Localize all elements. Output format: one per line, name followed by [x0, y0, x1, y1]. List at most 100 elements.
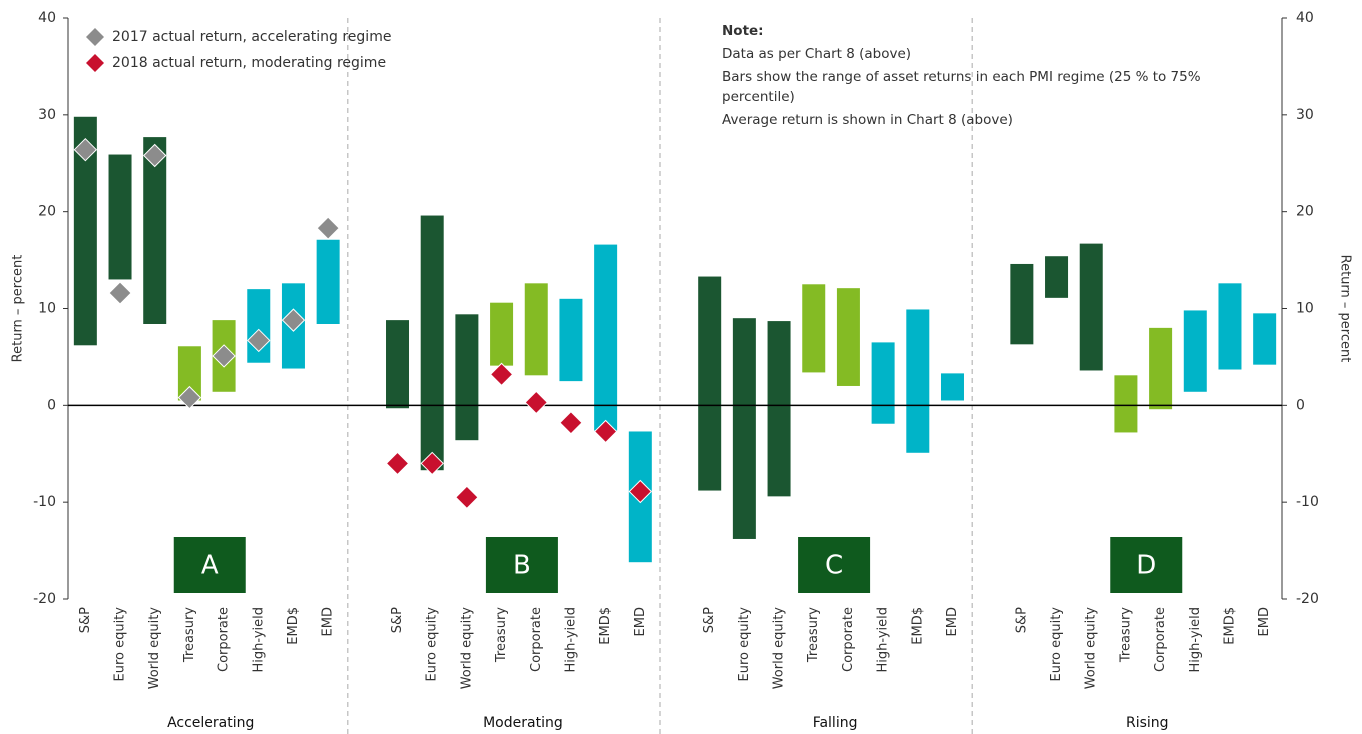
group-label-box: [173, 537, 246, 593]
x-tick-label: World equity: [772, 607, 787, 690]
note-title: Note:: [722, 23, 764, 39]
marker: [489, 362, 514, 387]
marker: [593, 419, 618, 444]
range-bar: [1218, 283, 1242, 370]
range-bar: [1079, 243, 1103, 371]
y-tick-label: -20: [33, 591, 56, 607]
note-line: Average return is shown in Chart 8 (abov…: [722, 112, 1013, 128]
marker: [143, 143, 167, 168]
range-bar: [559, 298, 583, 382]
range-bar: [767, 321, 791, 497]
y2-tick-label: 0: [1296, 397, 1305, 413]
x-tick-label: High-yield: [1188, 607, 1203, 673]
x-tick-label: World equity: [1084, 607, 1099, 690]
x-tick-label: EMD$: [598, 607, 613, 645]
x-tick-label: EMD: [633, 607, 648, 636]
x-tick-label: EMD$: [286, 607, 301, 645]
x-tick-label: EMD: [321, 607, 336, 636]
x-tick-label: High-yield: [563, 607, 578, 673]
range-bar: [940, 373, 964, 401]
x-tick-label: S&P: [702, 607, 717, 633]
x-tick-label: Treasury: [494, 607, 509, 663]
note: Note: Data as per Chart 8 (above) Bars sh…: [722, 20, 1232, 133]
range-bar: [73, 116, 97, 346]
x-tick-label: Treasury: [182, 607, 197, 663]
marker: [420, 451, 444, 476]
x-tick-label: Treasury: [1118, 607, 1133, 663]
legend-marker: [86, 28, 104, 46]
marker: [524, 390, 548, 415]
note-line: Bars show the range of asset returns in …: [722, 69, 1201, 105]
group-label-box: [485, 537, 558, 593]
group-label: A: [201, 551, 219, 581]
range-bar: [455, 314, 479, 441]
range-bar: [802, 284, 826, 373]
x-tick-label: Euro equity: [737, 607, 752, 682]
x-tick-label: Euro equity: [113, 607, 128, 682]
group-label: C: [825, 551, 843, 581]
marker: [559, 411, 583, 435]
range-bar: [177, 346, 201, 401]
marker: [212, 344, 236, 368]
range-bar: [1149, 327, 1173, 410]
group-label-box: [1110, 537, 1183, 593]
marker: [281, 308, 306, 332]
y-tick-label: 0: [47, 397, 56, 413]
x-tick-label: Corporate: [529, 607, 544, 672]
y2-tick-label: 10: [1296, 301, 1314, 317]
group-label: B: [513, 551, 531, 581]
group-name: Falling: [813, 715, 858, 731]
marker: [247, 328, 271, 353]
y-tick-label: 10: [38, 301, 56, 317]
x-tick-label: EMD: [945, 607, 960, 636]
y2-tick-label: -20: [1296, 591, 1319, 607]
y2-tick-label: -10: [1296, 494, 1319, 510]
range-bar: [732, 318, 756, 539]
group-name: Rising: [1126, 715, 1169, 731]
range-bar: [386, 320, 410, 409]
range-bar: [143, 137, 167, 324]
range-bar: [871, 342, 895, 424]
legend-label: 2018 actual return, moderating regime: [112, 55, 386, 71]
note-line: Data as per Chart 8 (above): [722, 46, 912, 62]
marker: [316, 216, 340, 240]
y-tick-label: 40: [38, 10, 56, 26]
group-label-box: [798, 537, 871, 593]
legend-label: 2017 actual return, accelerating regime: [112, 29, 391, 45]
range-bar: [906, 309, 930, 453]
marker: [108, 281, 132, 305]
legend-marker: [86, 54, 104, 72]
range-bar: [594, 244, 618, 431]
y2-tick-label: 30: [1296, 107, 1314, 123]
y-tick-label: 20: [38, 204, 56, 220]
group-label: D: [1136, 551, 1156, 581]
marker: [385, 451, 410, 476]
marker: [628, 479, 653, 504]
range-bar: [490, 302, 514, 366]
group-name: Accelerating: [167, 715, 254, 731]
range-bar: [1010, 263, 1034, 345]
x-tick-label: High-yield: [251, 607, 266, 673]
marker: [455, 485, 479, 510]
x-tick-label: High-yield: [876, 607, 891, 673]
x-tick-label: Euro equity: [425, 607, 440, 682]
marker: [73, 137, 98, 162]
group-name: Moderating: [483, 715, 563, 731]
x-tick-label: Treasury: [806, 607, 821, 663]
range-bar: [420, 215, 444, 471]
range-bar: [108, 154, 132, 280]
range-bar: [1183, 310, 1207, 392]
range-bar: [698, 276, 722, 491]
x-tick-label: S&P: [78, 607, 93, 633]
y2-tick-label: 20: [1296, 204, 1314, 220]
y-axis-title: Return – percent: [11, 255, 26, 363]
y2-axis-title: Return – percent: [1338, 255, 1353, 363]
x-tick-label: S&P: [1014, 607, 1029, 633]
x-tick-label: Corporate: [217, 607, 232, 672]
y-tick-label: 30: [38, 107, 56, 123]
y-tick-label: -10: [33, 494, 56, 510]
x-tick-label: EMD$: [1222, 607, 1237, 645]
range-bar: [316, 239, 340, 324]
